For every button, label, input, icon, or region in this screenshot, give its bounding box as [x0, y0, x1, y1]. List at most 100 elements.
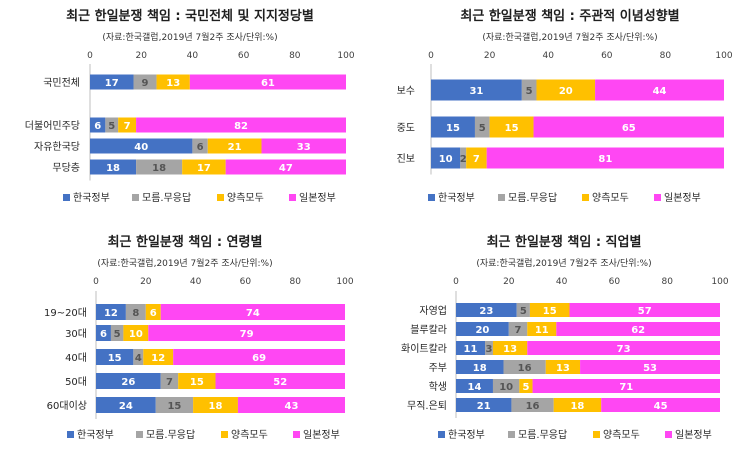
- x-tick-label: 80: [661, 277, 673, 287]
- data-label: 7: [124, 121, 131, 132]
- x-tick-label: 0: [428, 51, 434, 61]
- bar-segment: [519, 379, 533, 393]
- chart-title: 최근 한일분쟁 책임 : 직업별: [487, 234, 642, 250]
- bar-segment: [536, 79, 596, 101]
- legend-label: 일본정부: [303, 429, 340, 441]
- data-label: 15: [167, 401, 181, 412]
- bar-segment: [148, 325, 345, 341]
- bar-segment: [156, 74, 190, 90]
- bar-segment: [569, 303, 720, 317]
- bar-segment: [123, 325, 149, 341]
- x-tick-label: 60: [601, 51, 613, 61]
- category-label: 자영업: [419, 304, 447, 317]
- legend-label: 일본정부: [299, 192, 336, 204]
- chart-subtitle: (자료:한국갤럽,2019년 7월2주 조사/단위:%): [102, 31, 277, 43]
- x-tick-label: 80: [660, 51, 672, 61]
- x-tick-label: 20: [135, 51, 147, 61]
- legend-label: 모름.무응답: [518, 429, 567, 441]
- chart-panel-party: 최근 한일분쟁 책임 : 국민전체 및 지지정당별 (자료:한국갤럽,2019년…: [0, 0, 374, 227]
- chart-subtitle: (자료:한국갤럽,2019년 7월2주 조사/단위:%): [97, 257, 272, 269]
- chart-svg-ideology: 최근 한일분쟁 책임 : 주관적 이념성향별 (자료:한국갤럽,2019년 7월…: [397, 8, 733, 204]
- bar-segment: [225, 159, 346, 175]
- bar-segment: [96, 304, 126, 320]
- legend-label: 일본정부: [675, 429, 712, 441]
- bar-segment: [133, 74, 157, 90]
- bar-segment: [178, 373, 216, 389]
- data-label: 4: [135, 353, 142, 364]
- bar-segment: [492, 341, 528, 355]
- legend-swatch: [593, 431, 600, 438]
- data-label: 14: [468, 382, 482, 393]
- bar-segment: [90, 117, 106, 133]
- legend-label: 양측모두: [227, 192, 264, 204]
- category-label: 30대: [65, 328, 87, 340]
- category-label: 주부: [429, 363, 447, 374]
- bar-segment: [456, 341, 486, 355]
- data-label: 15: [108, 353, 122, 364]
- data-label: 5: [108, 121, 115, 132]
- chart-title: 최근 한일분쟁 책임 : 주관적 이념성향별: [460, 8, 679, 24]
- data-label: 21: [477, 401, 491, 412]
- data-label: 18: [570, 401, 584, 412]
- data-label: 7: [473, 154, 480, 165]
- data-label: 15: [505, 123, 519, 134]
- data-label: 15: [190, 377, 204, 388]
- legend-label: 모름.무응답: [508, 192, 557, 204]
- x-tick-label: 40: [556, 277, 568, 287]
- bar-segment: [545, 360, 581, 374]
- legend-label: 일본정부: [664, 192, 701, 204]
- chart-title: 최근 한일분쟁 책임 : 연령별: [108, 234, 263, 250]
- legend-swatch: [132, 194, 139, 201]
- data-label: 16: [526, 401, 540, 412]
- bar-segment: [155, 397, 194, 413]
- chart-title: 최근 한일분쟁 책임 : 국민전체 및 지지정당별: [66, 8, 314, 24]
- legend-swatch: [428, 194, 435, 201]
- chart-svg-age: 최근 한일분쟁 책임 : 연령별 (자료:한국갤럽,2019년 7월2주 조사/…: [44, 234, 354, 441]
- chart-panel-ideology: 최근 한일분쟁 책임 : 주관적 이념성향별 (자료:한국갤럽,2019년 7월…: [374, 0, 748, 227]
- data-label: 7: [166, 377, 173, 388]
- category-label: 학생: [429, 381, 447, 393]
- data-label: 7: [515, 325, 522, 336]
- data-label: 10: [439, 154, 453, 165]
- bar-segment: [90, 159, 137, 175]
- data-label: 24: [119, 401, 133, 412]
- data-label: 57: [638, 306, 652, 317]
- category-label: 국민전체: [43, 77, 80, 89]
- data-label: 23: [479, 306, 493, 317]
- bar-segment: [431, 147, 461, 169]
- legend-swatch: [221, 431, 228, 438]
- bar-segment: [118, 117, 137, 133]
- legend-swatch: [289, 194, 296, 201]
- bar-segment: [192, 138, 208, 154]
- bar-segment: [431, 79, 522, 101]
- category-label: 더불어민주당: [25, 120, 80, 132]
- bar-segment: [521, 79, 537, 101]
- bar-segment: [485, 341, 493, 355]
- x-tick-label: 100: [337, 51, 354, 61]
- legend-swatch: [63, 194, 70, 201]
- data-label: 31: [469, 86, 483, 97]
- bar-segment: [173, 349, 345, 365]
- bar-segment: [96, 373, 161, 389]
- bar-segment: [96, 349, 134, 365]
- category-label: 자유한국당: [34, 141, 80, 153]
- legend-swatch: [582, 194, 589, 201]
- data-label: 17: [105, 78, 119, 89]
- x-tick-label: 60: [238, 51, 250, 61]
- bar-segment: [511, 398, 554, 412]
- data-label: 10: [129, 329, 143, 340]
- data-label: 73: [617, 344, 631, 355]
- data-label: 6: [150, 308, 157, 319]
- category-label: 보수: [397, 85, 415, 97]
- bar-segment: [533, 116, 724, 138]
- bar-segment: [474, 116, 490, 138]
- legend-label: 한국정부: [448, 429, 485, 441]
- data-label: 5: [114, 329, 121, 340]
- data-label: 18: [152, 163, 166, 174]
- bar-segment: [556, 322, 720, 336]
- data-label: 18: [209, 401, 223, 412]
- data-label: 15: [446, 123, 460, 134]
- category-label: 무당층: [52, 162, 80, 174]
- data-label: 81: [598, 154, 612, 165]
